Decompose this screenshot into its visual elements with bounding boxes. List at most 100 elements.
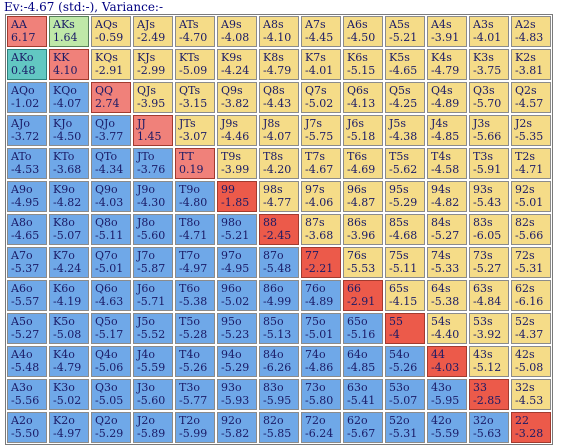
hand-cell-55[interactable]: 55 -4 bbox=[385, 313, 425, 344]
hand-cell-jts[interactable]: JTs -3.07 bbox=[175, 115, 215, 146]
hand-cell-92o[interactable]: 92o -5.82 bbox=[217, 412, 257, 443]
hand-cell-ako[interactable]: AKo 0.48 bbox=[7, 49, 47, 80]
hand-cell-75s[interactable]: 75s -5.11 bbox=[385, 247, 425, 278]
hand-cell-t2o[interactable]: T2o -5.99 bbox=[175, 412, 215, 443]
hand-cell-q5s[interactable]: Q5s -4.25 bbox=[385, 82, 425, 113]
hand-cell-64s[interactable]: 64s -5.38 bbox=[427, 280, 467, 311]
hand-cell-98o[interactable]: 98o -5.21 bbox=[217, 214, 257, 245]
hand-cell-j7o[interactable]: J7o -5.87 bbox=[133, 247, 173, 278]
hand-cell-a5o[interactable]: A5o -5.27 bbox=[7, 313, 47, 344]
hand-cell-k5s[interactable]: K5s -4.65 bbox=[385, 49, 425, 80]
hand-cell-kts[interactable]: KTs -5.09 bbox=[175, 49, 215, 80]
hand-cell-53s[interactable]: 53s -3.92 bbox=[469, 313, 509, 344]
hand-cell-j3s[interactable]: J3s -5.66 bbox=[469, 115, 509, 146]
hand-cell-k2o[interactable]: K2o -4.97 bbox=[49, 412, 89, 443]
hand-cell-65s[interactable]: 65s -4.15 bbox=[385, 280, 425, 311]
hand-cell-75o[interactable]: 75o -5.01 bbox=[301, 313, 341, 344]
hand-cell-k7o[interactable]: K7o -4.24 bbox=[49, 247, 89, 278]
hand-cell-q8s[interactable]: Q8s -4.43 bbox=[259, 82, 299, 113]
hand-cell-t4s[interactable]: T4s -4.58 bbox=[427, 148, 467, 179]
hand-cell-t8s[interactable]: T8s -4.20 bbox=[259, 148, 299, 179]
hand-cell-q9s[interactable]: Q9s -3.82 bbox=[217, 82, 257, 113]
hand-cell-t6s[interactable]: T6s -4.69 bbox=[343, 148, 383, 179]
hand-cell-t5o[interactable]: T5o -5.28 bbox=[175, 313, 215, 344]
hand-cell-j8o[interactable]: J8o -5.60 bbox=[133, 214, 173, 245]
hand-cell-aqs[interactable]: AQs -0.59 bbox=[91, 16, 131, 47]
hand-cell-77[interactable]: 77 -2.21 bbox=[301, 247, 341, 278]
hand-cell-k8s[interactable]: K8s -4.79 bbox=[259, 49, 299, 80]
hand-cell-54s[interactable]: 54s -4.40 bbox=[427, 313, 467, 344]
hand-cell-k3s[interactable]: K3s -3.75 bbox=[469, 49, 509, 80]
hand-cell-q2s[interactable]: Q2s -4.57 bbox=[511, 82, 551, 113]
hand-cell-76o[interactable]: 76o -4.89 bbox=[301, 280, 341, 311]
hand-cell-k4s[interactable]: K4s -4.79 bbox=[427, 49, 467, 80]
hand-cell-qto[interactable]: QTo -4.34 bbox=[91, 148, 131, 179]
hand-cell-jj[interactable]: JJ 1.45 bbox=[133, 115, 173, 146]
hand-cell-76s[interactable]: 76s -5.53 bbox=[343, 247, 383, 278]
hand-cell-t7o[interactable]: T7o -4.97 bbox=[175, 247, 215, 278]
hand-cell-74s[interactable]: 74s -5.33 bbox=[427, 247, 467, 278]
hand-cell-42s[interactable]: 42s -5.08 bbox=[511, 346, 551, 377]
hand-cell-83o[interactable]: 83o -5.95 bbox=[259, 379, 299, 410]
hand-cell-82s[interactable]: 82s -5.66 bbox=[511, 214, 551, 245]
hand-cell-q5o[interactable]: Q5o -5.17 bbox=[91, 313, 131, 344]
hand-cell-t9s[interactable]: T9s -3.99 bbox=[217, 148, 257, 179]
hand-cell-a6s[interactable]: A6s -4.50 bbox=[343, 16, 383, 47]
hand-cell-q7s[interactable]: Q7s -5.02 bbox=[301, 82, 341, 113]
hand-cell-t7s[interactable]: T7s -4.67 bbox=[301, 148, 341, 179]
hand-cell-j7s[interactable]: J7s -5.75 bbox=[301, 115, 341, 146]
hand-cell-t3o[interactable]: T3o -5.77 bbox=[175, 379, 215, 410]
hand-cell-k9o[interactable]: K9o -4.82 bbox=[49, 181, 89, 212]
hand-cell-q9o[interactable]: Q9o -4.03 bbox=[91, 181, 131, 212]
hand-cell-j9o[interactable]: J9o -4.30 bbox=[133, 181, 173, 212]
hand-cell-ats[interactable]: ATs -4.70 bbox=[175, 16, 215, 47]
hand-cell-k5o[interactable]: K5o -5.08 bbox=[49, 313, 89, 344]
hand-cell-52s[interactable]: 52s -4.37 bbox=[511, 313, 551, 344]
hand-cell-73s[interactable]: 73s -5.27 bbox=[469, 247, 509, 278]
hand-cell-a2o[interactable]: A2o -5.50 bbox=[7, 412, 47, 443]
hand-cell-t8o[interactable]: T8o -4.71 bbox=[175, 214, 215, 245]
hand-cell-a2s[interactable]: A2s -4.83 bbox=[511, 16, 551, 47]
hand-cell-43o[interactable]: 43o -5.95 bbox=[427, 379, 467, 410]
hand-cell-86o[interactable]: 86o -4.99 bbox=[259, 280, 299, 311]
hand-cell-k9s[interactable]: K9s -4.24 bbox=[217, 49, 257, 80]
hand-cell-84o[interactable]: 84o -6.26 bbox=[259, 346, 299, 377]
hand-cell-t9o[interactable]: T9o -4.80 bbox=[175, 181, 215, 212]
hand-cell-65o[interactable]: 65o -5.16 bbox=[343, 313, 383, 344]
hand-cell-33[interactable]: 33 -2.85 bbox=[469, 379, 509, 410]
hand-cell-j6s[interactable]: J6s -5.18 bbox=[343, 115, 383, 146]
hand-cell-63o[interactable]: 63o -5.41 bbox=[343, 379, 383, 410]
hand-cell-93s[interactable]: 93s -5.43 bbox=[469, 181, 509, 212]
hand-cell-a4s[interactable]: A4s -3.91 bbox=[427, 16, 467, 47]
hand-cell-97o[interactable]: 97o -4.95 bbox=[217, 247, 257, 278]
hand-cell-a6o[interactable]: A6o -5.57 bbox=[7, 280, 47, 311]
hand-cell-96o[interactable]: 96o -5.02 bbox=[217, 280, 257, 311]
hand-cell-t3s[interactable]: T3s -5.91 bbox=[469, 148, 509, 179]
hand-cell-kqo[interactable]: KQo -4.07 bbox=[49, 82, 89, 113]
hand-cell-q7o[interactable]: Q7o -5.01 bbox=[91, 247, 131, 278]
hand-cell-aqo[interactable]: AQo -1.02 bbox=[7, 82, 47, 113]
hand-cell-j4o[interactable]: J4o -5.59 bbox=[133, 346, 173, 377]
hand-cell-aks[interactable]: AKs 1.64 bbox=[49, 16, 89, 47]
hand-cell-87o[interactable]: 87o -5.48 bbox=[259, 247, 299, 278]
hand-cell-a5s[interactable]: A5s -5.21 bbox=[385, 16, 425, 47]
hand-cell-a9s[interactable]: A9s -4.08 bbox=[217, 16, 257, 47]
hand-cell-a7o[interactable]: A7o -5.37 bbox=[7, 247, 47, 278]
hand-cell-qjs[interactable]: QJs -3.95 bbox=[133, 82, 173, 113]
hand-cell-t4o[interactable]: T4o -5.26 bbox=[175, 346, 215, 377]
hand-cell-83s[interactable]: 83s -6.05 bbox=[469, 214, 509, 245]
hand-cell-a8s[interactable]: A8s -4.10 bbox=[259, 16, 299, 47]
hand-cell-97s[interactable]: 97s -4.06 bbox=[301, 181, 341, 212]
hand-cell-q6o[interactable]: Q6o -4.63 bbox=[91, 280, 131, 311]
hand-cell-kqs[interactable]: KQs -2.91 bbox=[91, 49, 131, 80]
hand-cell-54o[interactable]: 54o -5.26 bbox=[385, 346, 425, 377]
hand-cell-62s[interactable]: 62s -6.16 bbox=[511, 280, 551, 311]
hand-cell-a7s[interactable]: A7s -4.45 bbox=[301, 16, 341, 47]
hand-cell-44[interactable]: 44 -4.03 bbox=[427, 346, 467, 377]
hand-cell-85o[interactable]: 85o -5.13 bbox=[259, 313, 299, 344]
hand-cell-95o[interactable]: 95o -5.23 bbox=[217, 313, 257, 344]
hand-cell-82o[interactable]: 82o -5.85 bbox=[259, 412, 299, 443]
hand-cell-j2s[interactable]: J2s -5.35 bbox=[511, 115, 551, 146]
hand-cell-qq[interactable]: QQ 2.74 bbox=[91, 82, 131, 113]
hand-cell-j2o[interactable]: J2o -5.89 bbox=[133, 412, 173, 443]
